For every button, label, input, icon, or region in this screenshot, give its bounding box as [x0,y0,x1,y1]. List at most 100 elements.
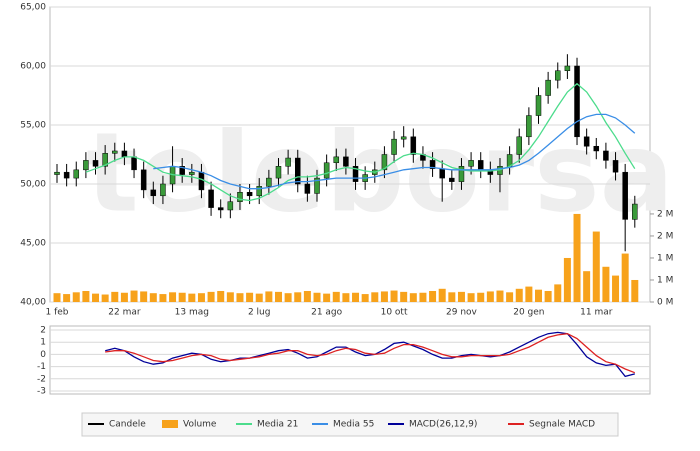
x-tick-label: 22 mar [108,308,141,318]
volume-bar [486,291,494,302]
y-tick-label: 40,00 [20,298,46,308]
volume-bar [188,293,196,302]
legend-label: Segnale MACD [529,420,595,430]
y-tick-label: 50,00 [20,180,46,190]
candle-body [304,183,311,194]
candle-body [603,150,609,161]
legend-label: Media 55 [333,420,374,430]
volume-bar [525,286,533,302]
volume-bar [303,290,311,302]
candle-body [555,70,561,81]
volume-bar [169,292,177,302]
volume-bar [380,291,388,302]
candle-body [391,138,397,155]
volume-bar [63,294,71,302]
candle-body [468,160,474,167]
volume-bar [602,266,610,302]
volume-bar [111,291,119,302]
candle-body [73,169,80,179]
y2-tick-label: 2 M [657,231,673,241]
candle-body [275,166,282,179]
volume-bar [130,290,138,302]
volume-bar [140,291,148,302]
volume-bar [515,288,523,302]
candle-body [266,177,272,187]
candle-body [208,189,214,208]
volume-bar [371,292,379,302]
volume-bar [457,291,465,302]
volume-bar [255,293,263,302]
candle-body [295,157,301,185]
volume-bar [573,213,581,302]
candle-body [189,171,195,175]
volume-bar [592,231,600,302]
volume-bar [467,293,475,302]
price-panel [49,6,651,303]
candle-body [63,171,70,179]
volume-bar [207,291,215,302]
y-tick-label: 0 [40,350,46,360]
volume-bar [92,293,100,302]
candle-body [285,157,291,167]
volume-bar [236,293,244,302]
candle-body [227,201,234,211]
candle-body [564,65,571,71]
candle-body [622,171,628,220]
volume-bar [53,293,61,302]
volume-bar [149,293,157,302]
x-tick-label: 2 lug [248,308,271,318]
line-series [85,82,636,202]
legend-swatch[interactable] [162,420,178,428]
legend-label: Candele [109,420,146,430]
volume-bar [332,291,340,302]
candle-body [535,95,542,116]
x-tick-label: 10 ott [381,308,408,318]
candle-body [54,171,60,175]
volume-bar [159,294,167,302]
candle-body [343,156,349,167]
candle-body [381,154,388,171]
legend [81,412,619,437]
y-tick-label: -2 [37,374,46,384]
volume-bar [120,292,128,302]
volume-bar [448,292,456,302]
y2-tick-label: 2 M [657,209,673,219]
volume-bar [506,292,514,302]
candle-body [458,166,465,182]
candle-body [160,183,166,197]
y-tick-label: 65,00 [20,3,46,13]
candle-body [131,156,137,171]
x-tick-label: 13 mag [175,308,209,318]
candle-body [92,160,99,167]
volume-bar [583,271,591,302]
y2-tick-label: 1 M [657,253,673,263]
legend-label: Volume [183,420,217,430]
y-tick-label: 1 [40,338,46,348]
line-series [105,331,635,378]
candle-body [439,168,445,179]
volume-bar [226,292,234,302]
candle-body [333,156,340,164]
volume-bar [409,293,417,302]
volume-bar [294,292,302,302]
volume-bar [72,292,80,302]
candle-body [237,192,243,202]
x-tick-label: 20 gen [513,308,544,318]
volume-bar [274,291,282,302]
line-series [105,333,636,374]
volume-bar [612,275,620,302]
candle-body [410,136,417,155]
volume-bar [563,257,571,302]
candle-body [593,145,600,152]
candle-body [526,115,532,138]
y-tick-label: 60,00 [20,62,46,72]
volume-bar [400,291,408,302]
candle-body [217,207,224,211]
volume-bar [438,288,446,302]
volume-bar [419,292,427,302]
volume-bar [217,290,225,302]
volume-bar [631,279,639,302]
volume-bar [361,294,369,302]
line-series [153,113,636,190]
